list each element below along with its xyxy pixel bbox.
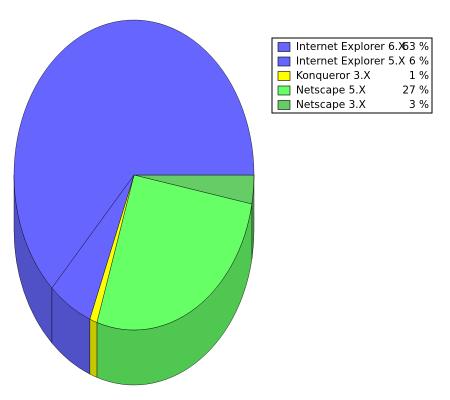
legend-swatch [277,56,291,67]
legend-value: 63 % [402,41,429,53]
legend-label: Internet Explorer 6.X [296,41,405,53]
legend-swatch [277,100,291,110]
legend-label: Internet Explorer 5.X [296,56,405,68]
legend-label: Konqueror 3.X [296,70,371,82]
legend-box [271,37,433,114]
legend-label: Netscape 5.X [296,85,366,97]
legend-value: 3 % [409,99,429,111]
legend-swatch [277,71,291,81]
legend-swatch [277,85,291,96]
legend-swatch [277,42,291,52]
legend-value: 1 % [409,70,429,82]
pie-slice [96,174,253,331]
legend-label: Netscape 3.X [296,99,366,111]
pie-slice-side [89,318,98,378]
legend-value: 27 % [402,85,429,97]
pie-slice [13,19,255,289]
legend-value: 6 % [409,56,429,68]
